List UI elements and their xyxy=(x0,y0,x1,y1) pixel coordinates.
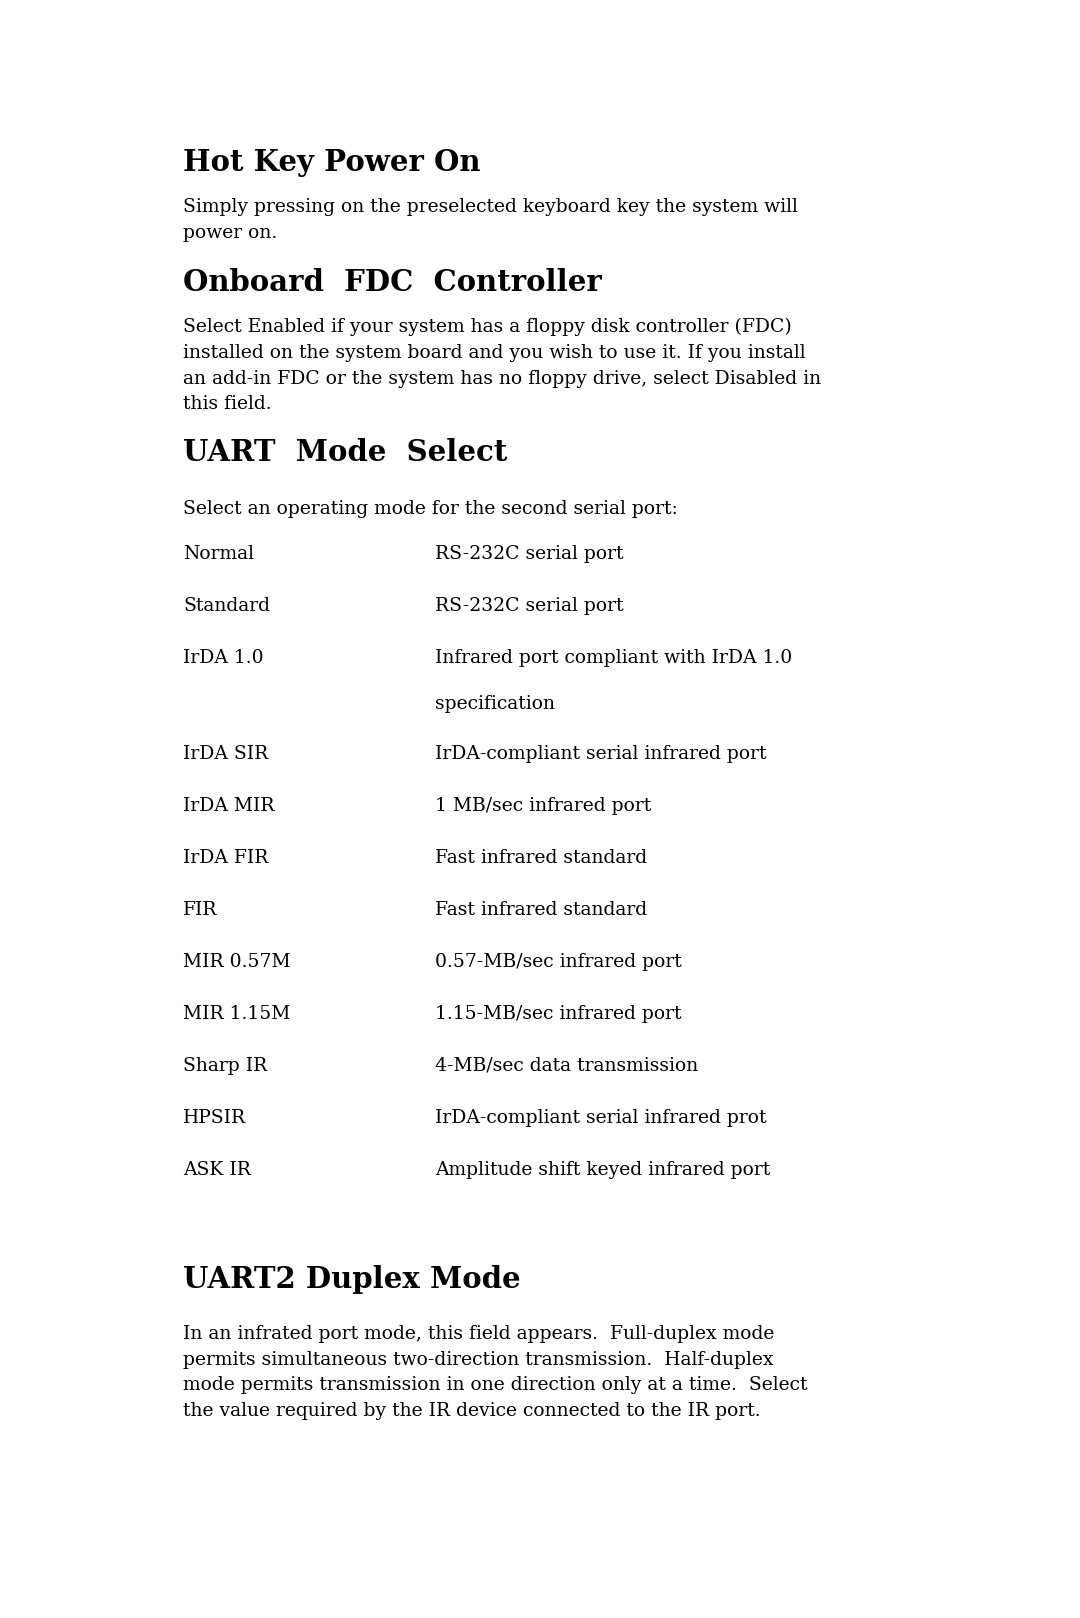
Text: IrDA FIR: IrDA FIR xyxy=(183,849,268,867)
Text: Simply pressing on the preselected keyboard key the system will
power on.: Simply pressing on the preselected keybo… xyxy=(183,197,798,241)
Text: MIR 0.57M: MIR 0.57M xyxy=(183,953,291,971)
Text: UART2 Duplex Mode: UART2 Duplex Mode xyxy=(183,1265,521,1294)
Text: In an infrated port mode, this field appears.  Full-duplex mode
permits simultan: In an infrated port mode, this field app… xyxy=(183,1325,808,1421)
Text: IrDA MIR: IrDA MIR xyxy=(183,798,274,815)
Text: Select an operating mode for the second serial port:: Select an operating mode for the second … xyxy=(183,500,678,518)
Text: 1.15-MB/sec infrared port: 1.15-MB/sec infrared port xyxy=(435,1005,681,1023)
Text: IrDA-compliant serial infrared prot: IrDA-compliant serial infrared prot xyxy=(435,1108,767,1128)
Text: ASK IR: ASK IR xyxy=(183,1162,251,1180)
Text: RS-232C serial port: RS-232C serial port xyxy=(435,597,623,615)
Text: Amplitude shift keyed infrared port: Amplitude shift keyed infrared port xyxy=(435,1162,770,1180)
Text: FIR: FIR xyxy=(183,901,217,919)
Text: Hot Key Power On: Hot Key Power On xyxy=(183,147,481,176)
Text: Fast infrared standard: Fast infrared standard xyxy=(435,849,647,867)
Text: 4-MB/sec data transmission: 4-MB/sec data transmission xyxy=(435,1057,699,1074)
Text: RS-232C serial port: RS-232C serial port xyxy=(435,545,623,563)
Text: Normal: Normal xyxy=(183,545,254,563)
Text: 1 MB/sec infrared port: 1 MB/sec infrared port xyxy=(435,798,651,815)
Text: Onboard  FDC  Controller: Onboard FDC Controller xyxy=(183,269,602,298)
Text: specification: specification xyxy=(435,696,555,714)
Text: 0.57-MB/sec infrared port: 0.57-MB/sec infrared port xyxy=(435,953,681,971)
Text: Sharp IR: Sharp IR xyxy=(183,1057,267,1074)
Text: IrDA 1.0: IrDA 1.0 xyxy=(183,649,264,667)
Text: Infrared port compliant with IrDA 1.0: Infrared port compliant with IrDA 1.0 xyxy=(435,649,793,667)
Text: MIR 1.15M: MIR 1.15M xyxy=(183,1005,291,1023)
Text: UART  Mode  Select: UART Mode Select xyxy=(183,438,508,468)
Text: Select Enabled if your system has a floppy disk controller (FDC)
installed on th: Select Enabled if your system has a flop… xyxy=(183,319,821,413)
Text: Fast infrared standard: Fast infrared standard xyxy=(435,901,647,919)
Text: IrDA-compliant serial infrared port: IrDA-compliant serial infrared port xyxy=(435,744,767,764)
Text: HPSIR: HPSIR xyxy=(183,1108,246,1128)
Text: Standard: Standard xyxy=(183,597,270,615)
Text: IrDA SIR: IrDA SIR xyxy=(183,744,268,764)
